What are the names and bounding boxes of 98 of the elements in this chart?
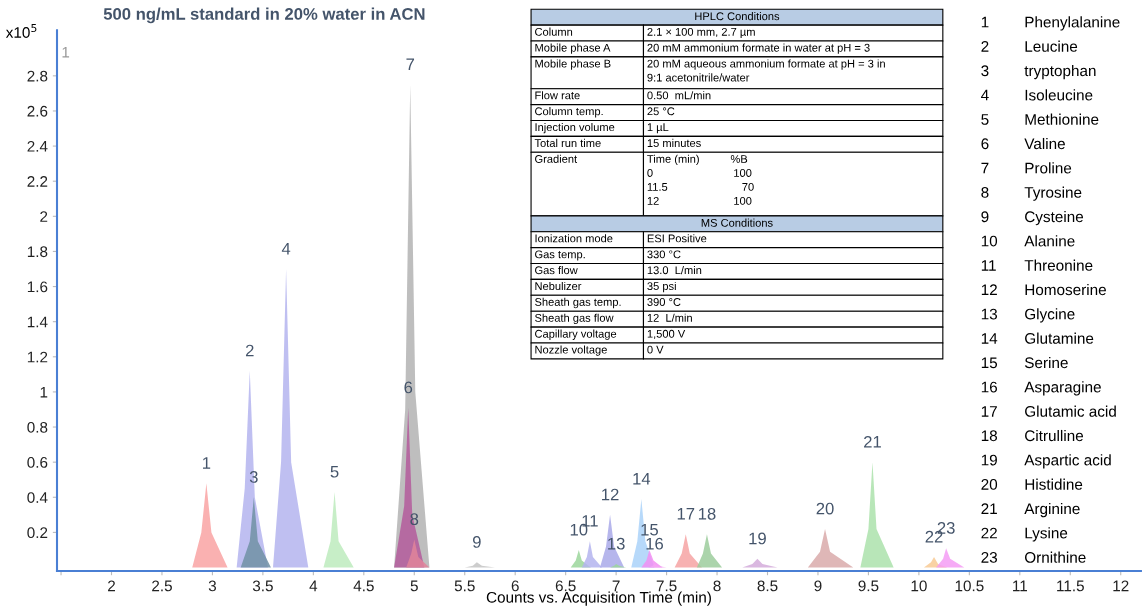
y-tick-label: 2.2 [27, 176, 48, 187]
x-tick-label: 11 [1013, 580, 1027, 592]
x-tick-label: 5 [410, 580, 418, 592]
x-tick-label: 2 [108, 580, 115, 592]
text: 9 Cysteine [981, 210, 1084, 226]
text: 8 Tyrosine [981, 186, 1082, 201]
annotation: 4 [281, 242, 291, 255]
x-tick-label: 9.5 [858, 580, 879, 592]
text: Sheath gas flow 12 L/min [535, 313, 692, 325]
y-tick-label: 1.6 [27, 281, 48, 293]
text: Gas temp. 330 °C [535, 250, 681, 261]
text: 11 Threonine [981, 259, 1093, 271]
x-tick-label: 10 [911, 580, 927, 592]
annotation: 2 [245, 344, 254, 357]
text: Mobile phase B 20 mM aqueous ammonium formate at pH = 3 in 9:1 acetonitrile/water [535, 59, 885, 82]
annotation: 6 [404, 381, 413, 394]
text: Gas flow 13.0 L/min [535, 265, 702, 275]
text: 14 Glutamine [981, 332, 1094, 344]
y-tick-label: 1 [40, 386, 48, 398]
annotation: 1 [203, 457, 211, 469]
y-tick-label: 2.4 [27, 140, 48, 152]
annotation: 1 [62, 46, 70, 58]
text: Sheath gas temp. 390 °C [535, 297, 681, 309]
x-tick-label: 7.5 [656, 580, 677, 592]
text: 18 Citrulline [981, 429, 1084, 442]
annotation: 3 [249, 471, 258, 483]
text: Flow rate 0.50 mL/min [535, 91, 711, 100]
annotation: 20 [816, 502, 834, 515]
x-tick-label: 3 [208, 580, 216, 592]
x-tick-label: 2.5 [152, 580, 172, 592]
annotation: 19 [749, 532, 766, 545]
text: 2 Leucine [981, 40, 1078, 52]
text: 21 Arginine [981, 502, 1080, 518]
annotation: 21 [864, 435, 881, 448]
annotation: 16 [646, 537, 664, 550]
text: 17 Glutamic acid [981, 405, 1116, 417]
y-tick-label: 0.4 [27, 492, 48, 503]
text: 6 Valine [981, 137, 1065, 150]
text: Nebulizer 35 psi [535, 281, 676, 293]
y-tick-label: 0.8 [27, 421, 48, 433]
annotation: 13 [608, 537, 625, 550]
text: 12 Homoserine [981, 283, 1106, 296]
y-tick-label: 1.8 [27, 246, 48, 258]
text: Capillary voltage 1,500 V [535, 329, 686, 340]
text: 3 tryptophan [981, 64, 1096, 80]
annotation: 12 [602, 488, 619, 501]
y-axis-title: x10$^{5}$ [5, 24, 37, 38]
text: Total run time 15 minutes [534, 138, 701, 148]
x-tick-label: 10.5 [955, 580, 984, 592]
text: 19 Aspartic acid [981, 454, 1111, 469]
x-tick-label: 8.5 [757, 580, 778, 592]
text: 7 Proline [981, 162, 1072, 174]
y-tick-label: 2.8 [27, 70, 48, 82]
text: Mobile phase A 20 mM ammonium formate in water at pH = 3 [535, 43, 870, 54]
annotation: 17 [677, 508, 695, 520]
annotation: 14 [633, 473, 651, 485]
y-tick-label: 1.2 [27, 351, 48, 363]
x-tick-label: 7 [612, 580, 620, 592]
text: 15 Serine [981, 356, 1068, 369]
text: 1 Phenylalanine [981, 16, 1120, 31]
x-tick-label: 6.5 [555, 580, 576, 592]
text: 4 Isoleucine [981, 89, 1093, 101]
x-tick-label: 3.5 [252, 580, 273, 592]
x-tick-label: 11.5 [1057, 580, 1084, 592]
text: 13 Glycine [981, 308, 1075, 323]
x-tick-label: 9 [814, 580, 822, 592]
text: 23 Ornithine [981, 551, 1086, 563]
chart-title: 500 ng/mL standard in 20% water in ACN [103, 7, 425, 24]
annotation: 9 [472, 536, 481, 548]
y-tick-label: 2 [40, 211, 48, 222]
x-tick-label: 4.5 [353, 580, 374, 592]
y-tick-label: 0.2 [27, 527, 48, 539]
x-tick-label: 4 [309, 580, 318, 592]
text: HPLC Conditions [695, 12, 780, 21]
text: Column 2.1 × 100 mm, 2.7 µm [535, 27, 755, 38]
annotation: 7 [406, 58, 415, 71]
x-tick-label: 12 [1113, 580, 1129, 592]
text: Injection volume 1 µL [535, 122, 669, 134]
x-axis-title: Counts vs. Acquisition Time (min) [486, 591, 711, 606]
x-tick-label: 8 [713, 580, 721, 592]
text: 20 Histidine [981, 478, 1083, 490]
annotation: 15 [641, 523, 658, 536]
text: 16 Asparagine [981, 381, 1101, 396]
text: 5 Methionine [981, 113, 1099, 125]
x-tick-label: 6 [511, 580, 519, 592]
annotation: 18 [698, 507, 716, 520]
annotation: MS Conditions [701, 218, 773, 227]
text: 22 Lysine [981, 527, 1068, 542]
text: Gradient Time (min) %B 0 100 11.5 70 12 100 [535, 154, 754, 205]
y-tick-label: 2.6 [27, 105, 48, 117]
text: 10 Alanine [981, 235, 1075, 247]
text: Ionization mode ESI Positive [535, 234, 707, 243]
x-tick-label: 5.5 [454, 580, 475, 592]
text: Column temp. 25 °C [535, 107, 675, 118]
y-tick-label: 1.4 [27, 316, 48, 328]
y-tick-label: 0.6 [27, 457, 48, 468]
text: Nozzle voltage 0 V [535, 345, 664, 356]
annotation: 5 [330, 465, 339, 478]
